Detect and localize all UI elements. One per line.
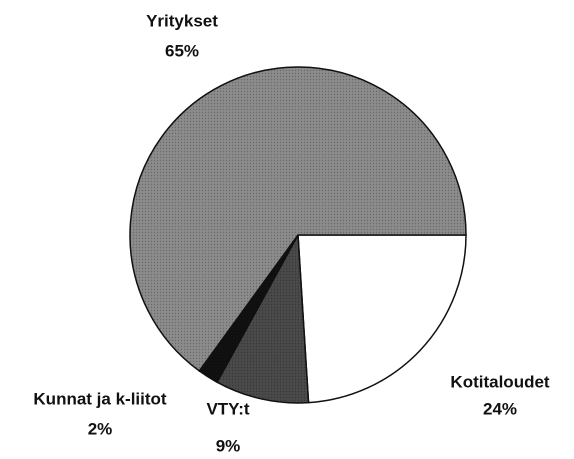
- slice-texture: [129, 67, 466, 371]
- slice-value-label: 2%: [88, 419, 113, 438]
- slice-label: Yritykset: [146, 11, 218, 30]
- slice-value-label: 9%: [216, 436, 241, 455]
- slice-label: Kotitaloudet: [450, 372, 549, 391]
- slice-value-label: 24%: [483, 399, 517, 418]
- pie-slice: [297, 234, 467, 404]
- slice-texture: [199, 235, 298, 383]
- slice-label: Kunnat ja k-liitot: [33, 389, 167, 408]
- slice-value-label: 65%: [165, 41, 199, 60]
- slice-texture: [217, 235, 309, 403]
- slice-label: VTY:t: [206, 399, 249, 418]
